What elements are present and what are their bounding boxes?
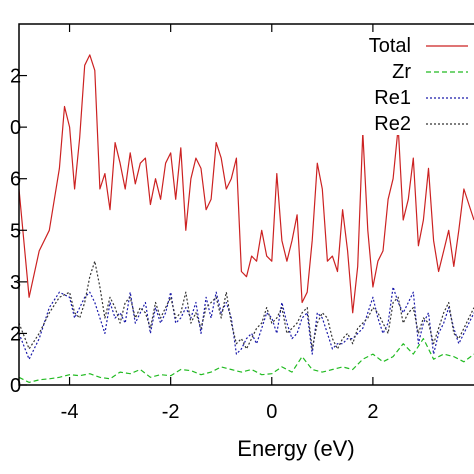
x-axis-title: Energy (eV) [237, 436, 354, 461]
y-tick-label-layer: 0 2 3 5 6 0 2 [10, 66, 21, 397]
y-tick-label: 0 [10, 117, 21, 139]
y-tick-label: 0 [10, 375, 21, 397]
legend-label-bg [351, 35, 411, 57]
tick-layer [19, 24, 374, 386]
x-tick-label-layer: -4 -2 0 2 [61, 401, 379, 423]
legend-label-re1: Re1 [374, 87, 411, 109]
legend-label-zr: Zr [392, 61, 411, 83]
x-tick-label: 0 [266, 401, 277, 423]
y-tick-label: 2 [10, 323, 21, 345]
series-line-total [18, 54, 474, 314]
legend-label-bg [351, 113, 411, 135]
legend-label-bg [351, 87, 411, 109]
plot-frame [18, 23, 474, 386]
legend-label-re2: Re2 [374, 113, 411, 135]
x-tick-label: 2 [367, 401, 378, 423]
y-tick-label: 5 [10, 220, 21, 242]
x-tick-label: -2 [162, 401, 180, 423]
legend-label-total: Total [369, 35, 411, 57]
y-tick-label: 3 [10, 272, 21, 294]
y-tick-label: 2 [10, 66, 21, 88]
series-line-re1 [18, 286, 474, 360]
series-line-re2 [18, 260, 474, 350]
y-tick-label: 6 [10, 169, 21, 191]
legend: Total Zr Re1 Re2 [351, 35, 468, 135]
x-tick-label: -4 [61, 401, 79, 423]
legend-label-bg [351, 61, 411, 83]
series-layer [18, 54, 474, 383]
series-line-zr [18, 338, 474, 383]
